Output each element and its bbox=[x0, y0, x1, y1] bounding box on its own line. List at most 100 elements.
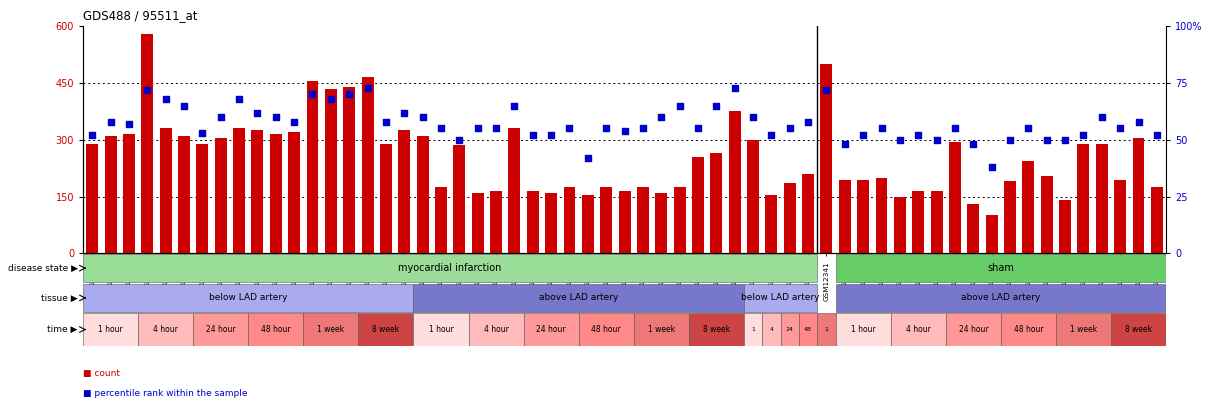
Bar bbox=[508, 128, 520, 253]
Point bbox=[559, 125, 579, 132]
Point bbox=[835, 141, 855, 147]
Point bbox=[945, 125, 965, 132]
Bar bbox=[469, 313, 524, 345]
Bar bbox=[821, 64, 833, 253]
Bar bbox=[380, 144, 392, 253]
Point bbox=[908, 132, 928, 139]
Text: 1 hour: 1 hour bbox=[98, 325, 123, 334]
Text: 48 hour: 48 hour bbox=[261, 325, 291, 334]
Point bbox=[1147, 132, 1166, 139]
Point bbox=[615, 128, 635, 134]
Point bbox=[394, 109, 414, 116]
Text: disease state ▶: disease state ▶ bbox=[7, 264, 78, 273]
Bar bbox=[1040, 176, 1053, 253]
Bar bbox=[87, 144, 98, 253]
Text: tissue ▶: tissue ▶ bbox=[42, 293, 78, 303]
Bar bbox=[398, 130, 410, 253]
Text: 4: 4 bbox=[769, 327, 773, 332]
Point bbox=[634, 125, 653, 132]
Point bbox=[1128, 118, 1148, 125]
Point bbox=[1110, 125, 1129, 132]
Point bbox=[780, 125, 800, 132]
Point bbox=[156, 96, 176, 102]
Point bbox=[284, 118, 304, 125]
Point bbox=[963, 141, 983, 147]
Text: above LAD artery: above LAD artery bbox=[961, 293, 1040, 303]
Bar bbox=[416, 136, 429, 253]
Text: sham: sham bbox=[988, 263, 1015, 273]
Bar bbox=[619, 191, 630, 253]
Bar bbox=[83, 313, 138, 345]
Point bbox=[266, 114, 286, 120]
Text: 4 hour: 4 hour bbox=[484, 325, 508, 334]
Point bbox=[744, 114, 763, 120]
Bar bbox=[435, 187, 447, 253]
Bar bbox=[303, 313, 359, 345]
Bar bbox=[689, 313, 744, 345]
Text: 48 hour: 48 hour bbox=[1013, 325, 1043, 334]
Point bbox=[872, 125, 891, 132]
Bar bbox=[656, 193, 667, 253]
Point bbox=[193, 130, 212, 136]
Point bbox=[927, 136, 946, 143]
Bar bbox=[692, 157, 705, 253]
Bar bbox=[799, 313, 817, 345]
Bar bbox=[762, 313, 780, 345]
Point bbox=[1000, 136, 1020, 143]
Bar bbox=[252, 130, 264, 253]
Point bbox=[120, 121, 139, 127]
Point bbox=[1018, 125, 1038, 132]
Bar bbox=[142, 34, 154, 253]
Text: 1 week: 1 week bbox=[317, 325, 344, 334]
Bar bbox=[248, 313, 303, 345]
Point bbox=[1037, 136, 1056, 143]
Text: 1 hour: 1 hour bbox=[429, 325, 453, 334]
Bar bbox=[729, 111, 741, 253]
Point bbox=[138, 87, 158, 93]
Point bbox=[211, 114, 231, 120]
Bar bbox=[1004, 181, 1016, 253]
Bar bbox=[1151, 187, 1162, 253]
Bar bbox=[545, 193, 557, 253]
Text: 1 hour: 1 hour bbox=[851, 325, 875, 334]
Bar bbox=[857, 179, 869, 253]
Point bbox=[230, 96, 249, 102]
Point bbox=[321, 96, 341, 102]
Text: below LAD artery: below LAD artery bbox=[209, 293, 287, 303]
Point bbox=[413, 114, 432, 120]
Bar bbox=[946, 313, 1001, 345]
Bar bbox=[1115, 179, 1126, 253]
Point bbox=[504, 102, 524, 109]
Bar bbox=[359, 313, 414, 345]
Text: 4 hour: 4 hour bbox=[153, 325, 178, 334]
Point bbox=[523, 132, 542, 139]
Bar bbox=[890, 313, 946, 345]
Bar bbox=[526, 191, 538, 253]
Bar bbox=[288, 132, 300, 253]
Bar bbox=[835, 254, 1166, 282]
Point bbox=[799, 118, 818, 125]
Bar bbox=[839, 179, 851, 253]
Point bbox=[596, 125, 615, 132]
Bar bbox=[802, 174, 814, 253]
Bar bbox=[138, 313, 193, 345]
Point bbox=[670, 102, 690, 109]
Bar bbox=[564, 187, 575, 253]
Bar bbox=[912, 191, 924, 253]
Bar bbox=[453, 145, 465, 253]
Bar bbox=[744, 284, 817, 312]
Bar bbox=[105, 136, 116, 253]
Bar bbox=[1077, 144, 1089, 253]
Bar bbox=[215, 138, 227, 253]
Bar bbox=[325, 89, 337, 253]
Bar bbox=[178, 136, 190, 253]
Bar bbox=[414, 313, 469, 345]
Text: 4 hour: 4 hour bbox=[906, 325, 930, 334]
Text: 1: 1 bbox=[824, 327, 828, 332]
Bar bbox=[471, 193, 484, 253]
Bar bbox=[524, 313, 579, 345]
Point bbox=[83, 132, 103, 139]
Text: 24: 24 bbox=[786, 327, 794, 332]
Point bbox=[431, 125, 451, 132]
Text: 8 week: 8 week bbox=[372, 325, 399, 334]
